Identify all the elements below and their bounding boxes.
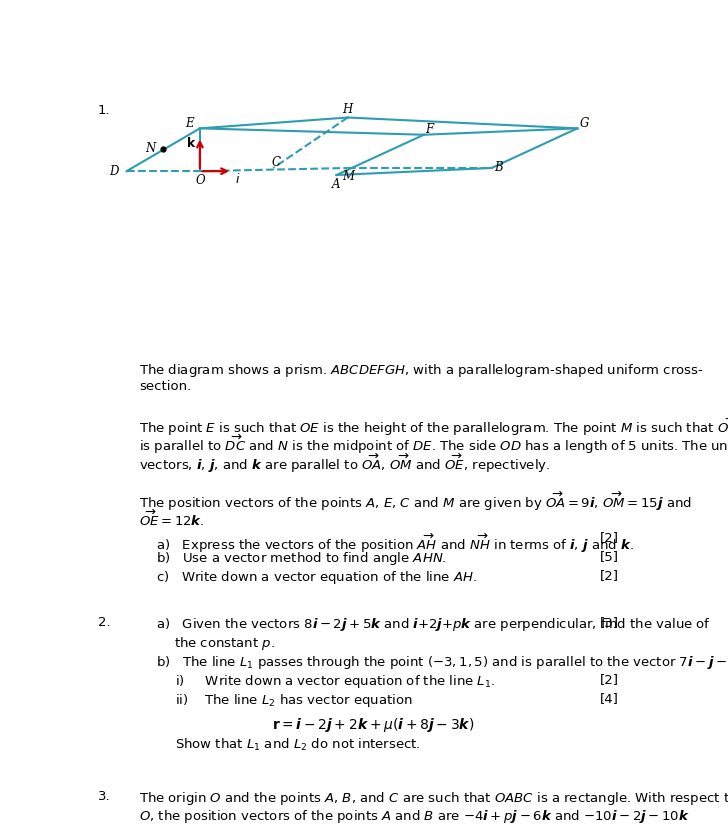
Text: c)   Write down a vector equation of the line $\mathit{AH}$.: c) Write down a vector equation of the l… xyxy=(156,569,477,586)
Text: The position vectors of the points $\mathit{A}$, $\mathit{E}$, $\mathit{C}$ and : The position vectors of the points $\mat… xyxy=(139,490,692,513)
Text: 2.: 2. xyxy=(98,616,111,629)
Text: 1.: 1. xyxy=(98,104,111,117)
Text: [2]: [2] xyxy=(600,569,619,582)
Text: vectors, $\boldsymbol{i}$, $\boldsymbol{j}$, and $\boldsymbol{k}$ are parallel t: vectors, $\boldsymbol{i}$, $\boldsymbol{… xyxy=(139,452,550,476)
Text: $i$: $i$ xyxy=(235,172,240,186)
Text: C: C xyxy=(272,156,280,168)
Text: D: D xyxy=(109,164,119,178)
Text: The origin $\mathit{O}$ and the points $\mathit{A}$, $\mathit{B}$, and $\mathit{: The origin $\mathit{O}$ and the points $… xyxy=(139,789,728,807)
Text: M: M xyxy=(341,170,354,183)
Text: 3.: 3. xyxy=(98,789,111,803)
Text: is parallel to $\overrightarrow{DC}$ and $\mathit{N}$ is the midpoint of $\mathi: is parallel to $\overrightarrow{DC}$ and… xyxy=(139,433,728,456)
Text: section.: section. xyxy=(139,380,191,393)
Text: [2]: [2] xyxy=(600,531,619,544)
Text: i)     Write down a vector equation of the line $L_1$.: i) Write down a vector equation of the l… xyxy=(175,672,495,690)
Text: $\overrightarrow{OE} = 12\boldsymbol{k}$.: $\overrightarrow{OE} = 12\boldsymbol{k}$… xyxy=(139,509,205,529)
Text: b)   Use a vector method to find angle $\mathit{AHN}$.: b) Use a vector method to find angle $\m… xyxy=(156,550,446,567)
Text: The diagram shows a prism. $\mathit{ABCDEFGH}$, with a parallelogram-shaped unif: The diagram shows a prism. $\mathit{ABCD… xyxy=(139,362,703,378)
Text: O: O xyxy=(195,173,205,187)
Text: [5]: [5] xyxy=(600,550,619,564)
Text: $\mathbf{k}$: $\mathbf{k}$ xyxy=(186,136,197,150)
Text: the constant $p$.: the constant $p$. xyxy=(174,635,275,652)
Text: a)   Express the vectors of the position $\overrightarrow{AH}$ and $\overrightar: a) Express the vectors of the position $… xyxy=(156,531,634,554)
Text: B: B xyxy=(494,162,503,174)
Text: b)   The line $L_1$ passes through the point $(-3,1,5)$ and is parallel to the v: b) The line $L_1$ passes through the poi… xyxy=(156,654,728,671)
Text: ii)    The line $L_2$ has vector equation: ii) The line $L_2$ has vector equation xyxy=(175,691,412,709)
Text: F: F xyxy=(425,123,434,136)
Text: N: N xyxy=(146,142,156,154)
Text: E: E xyxy=(186,117,194,129)
Text: Show that $L_1$ and $L_2$ do not intersect.: Show that $L_1$ and $L_2$ do not interse… xyxy=(175,737,420,753)
Text: [4]: [4] xyxy=(600,691,619,705)
Text: G: G xyxy=(580,117,590,129)
Text: $\mathit{O}$, the position vectors of the points $\mathit{A}$ and $\mathit{B}$ a: $\mathit{O}$, the position vectors of th… xyxy=(139,808,689,826)
Text: [2]: [2] xyxy=(600,672,619,686)
Text: A: A xyxy=(332,178,341,191)
Text: a)   Given the vectors $8\boldsymbol{i} - 2\boldsymbol{j} + 5\boldsymbol{k}$ and: a) Given the vectors $8\boldsymbol{i} - … xyxy=(156,616,711,633)
Text: $\mathbf{r} = \boldsymbol{i} - 2\boldsymbol{j} + 2\boldsymbol{k} + \mu(\boldsymb: $\mathbf{r} = \boldsymbol{i} - 2\boldsym… xyxy=(272,716,474,734)
Text: [3]: [3] xyxy=(600,616,619,629)
Text: H: H xyxy=(343,103,353,116)
Text: The point $\mathit{E}$ is such that $\mathit{OE}$ is the height of the parallelo: The point $\mathit{E}$ is such that $\ma… xyxy=(139,414,728,437)
